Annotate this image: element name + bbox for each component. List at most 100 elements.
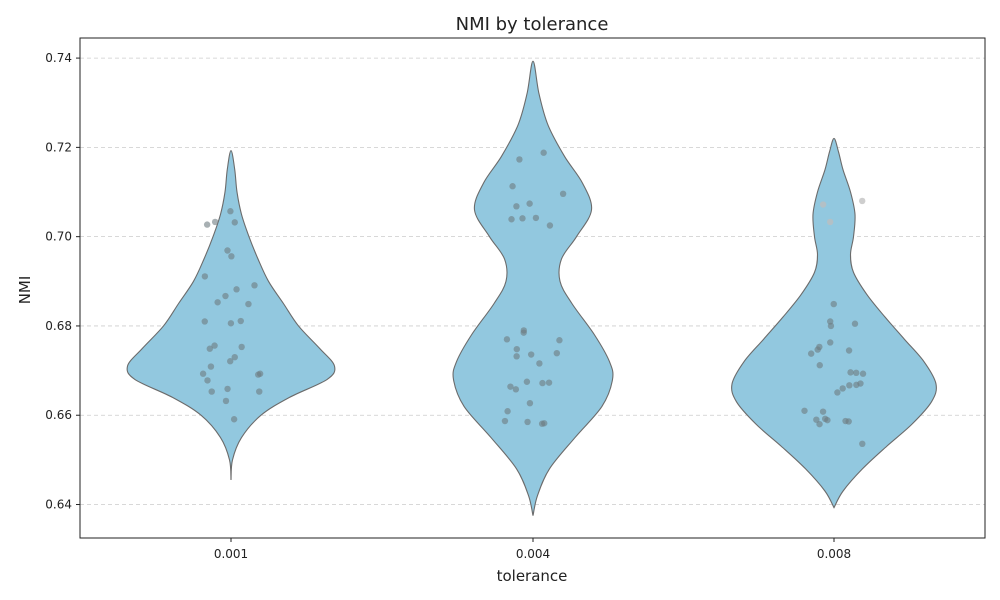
- y-tick-label: 0.74: [45, 51, 72, 65]
- data-point: [824, 416, 831, 424]
- x-tick-label: 0.001: [214, 547, 248, 561]
- data-point: [827, 322, 835, 330]
- x-tick-label: 0.004: [516, 547, 550, 561]
- data-point: [233, 286, 240, 293]
- data-point: [851, 320, 859, 327]
- data-point: [230, 416, 238, 423]
- data-point: [251, 282, 258, 289]
- data-point: [256, 370, 264, 377]
- data-point: [845, 347, 853, 354]
- data-point: [807, 350, 815, 357]
- data-point: [501, 417, 509, 425]
- data-point: [208, 388, 215, 395]
- data-point: [512, 386, 520, 393]
- violin-0.004: [452, 60, 614, 516]
- x-tick-label: 0.008: [817, 547, 851, 561]
- data-point: [237, 317, 244, 325]
- data-point: [559, 190, 567, 198]
- y-tick-label: 0.70: [45, 230, 72, 244]
- data-point: [532, 214, 540, 222]
- data-point: [536, 360, 543, 367]
- data-point: [847, 369, 854, 376]
- data-point: [830, 300, 837, 308]
- data-point: [819, 408, 827, 415]
- data-point: [526, 200, 533, 207]
- data-point: [538, 420, 546, 427]
- data-point: [816, 362, 823, 369]
- data-point: [203, 221, 211, 228]
- violin-0.008: [731, 137, 937, 509]
- data-point: [238, 343, 245, 351]
- data-point: [508, 216, 515, 223]
- data-point: [523, 378, 531, 385]
- y-tick-label: 0.72: [45, 140, 72, 154]
- data-point: [507, 383, 514, 390]
- data-point: [224, 385, 231, 393]
- data-point: [846, 382, 853, 389]
- data-point: [819, 201, 827, 208]
- data-point: [513, 203, 520, 210]
- data-point: [513, 345, 520, 353]
- data-point: [526, 399, 534, 407]
- data-point: [207, 363, 215, 370]
- data-point: [520, 329, 527, 336]
- data-points: [199, 149, 867, 448]
- data-point: [539, 379, 546, 387]
- data-point: [553, 349, 561, 357]
- y-tick-label: 0.64: [45, 498, 72, 512]
- y-axis-label: NMI: [16, 276, 34, 305]
- data-point: [222, 292, 229, 300]
- data-point: [513, 353, 520, 360]
- y-tick-label: 0.68: [45, 319, 72, 333]
- data-point: [227, 320, 235, 327]
- data-point: [231, 353, 238, 361]
- violin-0.001: [126, 149, 336, 481]
- data-point: [256, 388, 263, 395]
- violins: [126, 60, 937, 516]
- data-point: [859, 370, 867, 377]
- data-point: [509, 183, 516, 190]
- data-point: [227, 208, 234, 215]
- data-point: [813, 416, 820, 423]
- data-point: [504, 408, 511, 415]
- y-tick-label: 0.66: [45, 408, 72, 422]
- x-axis-ticks: 0.001 0.004 0.008: [214, 538, 851, 561]
- data-point: [556, 337, 563, 344]
- data-point: [214, 299, 221, 306]
- data-point: [211, 342, 218, 349]
- data-point: [546, 222, 554, 229]
- chart-title: NMI by tolerance: [456, 14, 609, 35]
- data-point: [227, 358, 234, 365]
- data-point: [503, 336, 511, 343]
- data-point: [827, 339, 834, 346]
- data-point: [199, 370, 207, 377]
- data-point: [853, 369, 860, 377]
- data-point: [201, 318, 208, 325]
- data-point: [545, 379, 553, 386]
- data-point: [814, 346, 821, 353]
- data-point: [224, 247, 231, 254]
- data-point: [201, 273, 209, 280]
- data-point: [859, 440, 866, 448]
- y-axis-ticks: 0.64 0.66 0.68 0.70 0.72 0.74: [45, 51, 80, 512]
- data-point: [245, 300, 252, 308]
- data-point: [801, 407, 808, 414]
- data-point: [845, 418, 852, 425]
- data-point: [516, 156, 523, 163]
- data-point: [204, 377, 211, 384]
- data-point: [816, 420, 823, 428]
- data-point: [834, 389, 841, 396]
- data-point: [519, 215, 526, 222]
- data-point: [853, 381, 860, 389]
- data-point: [524, 418, 531, 426]
- data-point: [222, 397, 230, 405]
- data-point: [231, 219, 238, 226]
- data-point: [859, 197, 866, 205]
- data-point: [826, 218, 834, 226]
- data-point: [211, 218, 219, 226]
- data-point: [527, 351, 535, 358]
- data-point: [206, 345, 213, 352]
- data-point: [540, 149, 547, 156]
- data-point: [839, 385, 846, 392]
